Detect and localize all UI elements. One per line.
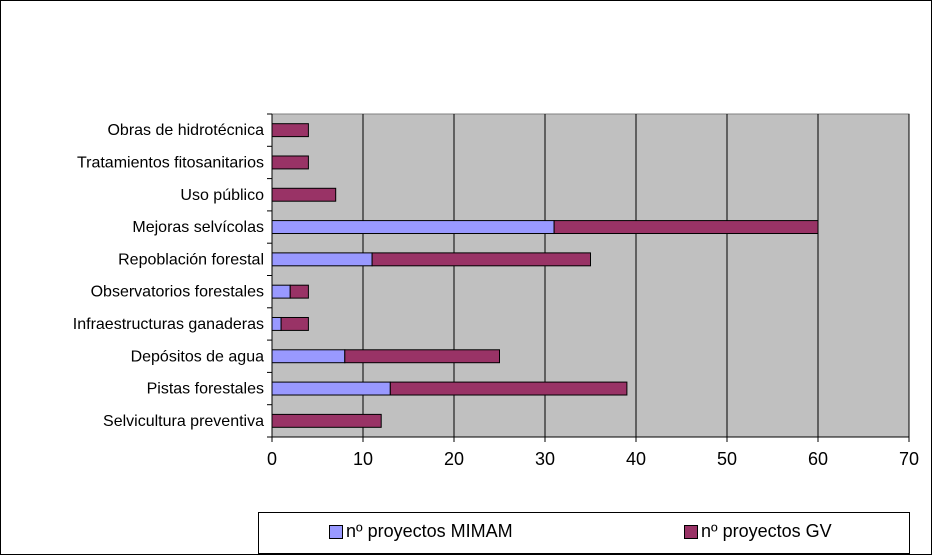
bar-gv-6 bbox=[280, 316, 309, 331]
legend-swatch-gv bbox=[684, 524, 698, 539]
legend-label-gv: nº proyectos GV bbox=[701, 521, 832, 541]
legend-swatch-mimam bbox=[329, 524, 343, 539]
bar-gv-0 bbox=[271, 123, 309, 138]
x-tick-label: 50 bbox=[717, 449, 737, 469]
category-label: Selvicultura preventiva bbox=[103, 413, 264, 430]
x-tick-label: 20 bbox=[444, 449, 464, 469]
bar-mimam-3 bbox=[271, 220, 555, 235]
bar-mimam-8 bbox=[271, 381, 391, 396]
x-tick-label: 60 bbox=[808, 449, 828, 469]
bar-gv-9 bbox=[271, 413, 382, 428]
x-tick-label: 70 bbox=[899, 449, 919, 469]
category-label: Infraestructuras ganaderas bbox=[73, 316, 264, 333]
x-tick-label: 40 bbox=[626, 449, 646, 469]
category-labels: Obras de hidrotécnica Tratamientos fitosa… bbox=[73, 122, 264, 430]
bars bbox=[271, 123, 819, 428]
x-tick-label: 10 bbox=[353, 449, 373, 469]
bar-mimam-4 bbox=[271, 252, 373, 267]
axes bbox=[267, 113, 910, 442]
bar-gv-2 bbox=[271, 187, 337, 202]
category-label: Mejoras selvícolas bbox=[132, 219, 264, 236]
category-label: Pistas forestales bbox=[147, 381, 264, 398]
legend-item-mimam: nº proyectos MIMAM bbox=[329, 521, 513, 542]
bar-mimam-5 bbox=[271, 284, 291, 299]
bar-gv-8 bbox=[389, 381, 628, 396]
legend-label-mimam: nº proyectos MIMAM bbox=[346, 521, 513, 541]
category-label: Depósitos de agua bbox=[131, 348, 265, 365]
category-label: Tratamientos fitosanitarios bbox=[77, 154, 264, 171]
category-label: Obras de hidrotécnica bbox=[107, 122, 264, 139]
category-label: Repoblación forestal bbox=[118, 251, 264, 268]
category-label: Observatorios forestales bbox=[91, 284, 264, 301]
bar-gv-7 bbox=[344, 349, 500, 364]
bar-gv-4 bbox=[371, 252, 591, 267]
x-tick-label: 0 bbox=[267, 449, 277, 469]
x-tick-labels: 0 10 20 30 40 50 60 70 bbox=[267, 449, 919, 469]
bar-gv-3 bbox=[553, 220, 819, 235]
legend: nº proyectos MIMAM nº proyectos GV bbox=[258, 512, 910, 554]
bar-gv-1 bbox=[271, 155, 309, 170]
bar-mimam-6 bbox=[271, 316, 282, 331]
bar-mimam-7 bbox=[271, 349, 346, 364]
legend-item-gv: nº proyectos GV bbox=[684, 521, 832, 542]
bar-gv-5 bbox=[289, 284, 309, 299]
category-label: Uso público bbox=[180, 187, 264, 204]
x-tick-label: 30 bbox=[535, 449, 555, 469]
